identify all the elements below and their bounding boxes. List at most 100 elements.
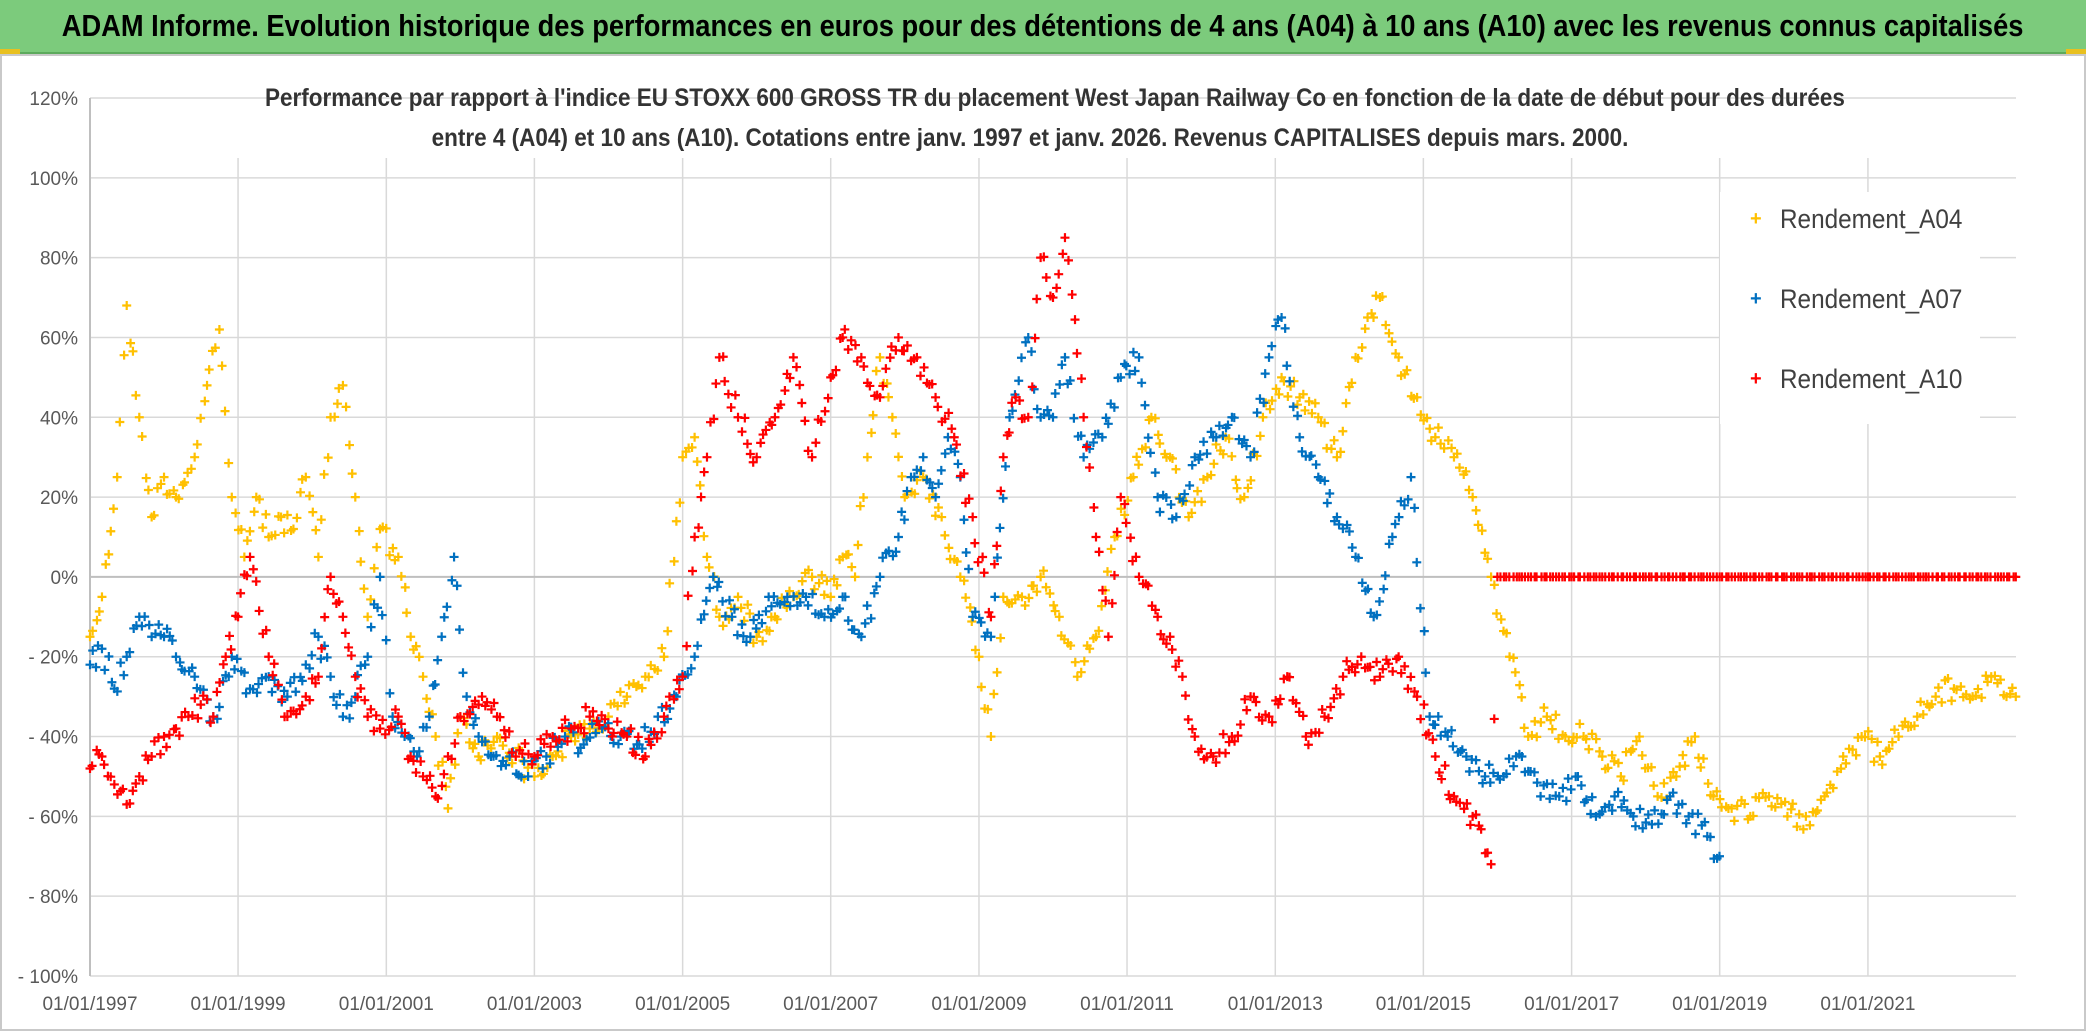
data-point-interp <box>859 361 869 371</box>
data-point-interp <box>998 493 1008 503</box>
data-point <box>1387 532 1397 542</box>
data-point-interp <box>1106 544 1116 554</box>
data-point-interp <box>295 487 305 497</box>
data-point-interp <box>1197 497 1207 507</box>
data-point-interp <box>1502 628 1512 638</box>
data-point-interp <box>1249 692 1259 702</box>
y-tick-label: - 60% <box>28 807 78 828</box>
data-point-interp <box>745 449 755 459</box>
data-point <box>1258 412 1268 422</box>
data-point-interp <box>220 406 230 416</box>
data-point-interp <box>366 704 376 714</box>
data-point-interp <box>940 414 950 424</box>
data-point-interp <box>202 694 212 704</box>
data-point-interp <box>1403 684 1413 694</box>
data-point-interp <box>885 353 895 363</box>
data-point <box>1005 412 1015 422</box>
data-point-interp <box>1353 353 1363 363</box>
data-point-interp <box>187 663 197 673</box>
data-point-interp <box>469 720 479 730</box>
data-point-interp <box>1249 447 1259 457</box>
data-point-interp <box>1041 273 1051 283</box>
data-point <box>1931 692 1941 702</box>
data-point-interp <box>1677 799 1687 809</box>
data-point <box>1116 372 1126 382</box>
data-point-interp <box>2005 689 2015 699</box>
data-point-interp <box>995 523 1005 533</box>
series-Rendement_A07 <box>85 313 1724 864</box>
data-point-interp <box>1546 715 1556 725</box>
data-point-interp <box>150 629 160 639</box>
data-point-interp <box>961 548 971 558</box>
data-point-interp <box>422 694 432 704</box>
data-point-interp <box>1069 413 1079 423</box>
data-point-interp <box>1374 596 1384 606</box>
data-point-interp <box>871 581 881 591</box>
x-tick-label: 01/01/2001 <box>339 994 434 1015</box>
data-point-interp <box>1131 552 1141 562</box>
data-point-interp <box>1329 435 1339 445</box>
data-point-interp <box>491 750 501 760</box>
data-point-interp <box>1307 408 1317 418</box>
data-point <box>560 732 570 742</box>
data-point-interp <box>411 641 421 651</box>
data-point-interp <box>305 695 315 705</box>
data-point-interp <box>507 758 517 768</box>
data-point-interp <box>776 400 786 410</box>
data-point-interp <box>1650 805 1660 815</box>
data-point-interp <box>761 425 771 435</box>
data-point-interp <box>1066 641 1076 651</box>
data-point-interp <box>1436 439 1446 449</box>
data-point <box>134 412 144 422</box>
data-point-interp <box>106 772 116 782</box>
data-point-interp <box>737 620 747 630</box>
data-point-interp <box>1626 746 1636 756</box>
data-point-interp <box>1860 732 1870 742</box>
data-point-interp <box>137 431 147 441</box>
data-point-interp <box>353 692 363 702</box>
data-point-interp <box>637 744 647 754</box>
data-point-interp <box>944 408 954 418</box>
data-point-interp <box>853 540 863 550</box>
data-point <box>350 492 360 502</box>
data-point-interp <box>672 675 682 685</box>
data-point-interp <box>538 763 548 773</box>
data-point-interp <box>307 674 317 684</box>
data-point-interp <box>927 483 937 493</box>
data-point-interp <box>1510 667 1520 677</box>
data-point-interp <box>248 564 258 574</box>
data-point-interp <box>279 686 289 696</box>
data-point-interp <box>990 592 1000 602</box>
data-point-interp <box>1480 548 1490 558</box>
data-point-interp <box>1143 433 1153 443</box>
data-point-interp <box>1015 395 1025 405</box>
data-point <box>1332 452 1342 462</box>
data-point-interp <box>657 702 667 712</box>
data-point-interp <box>1388 666 1398 676</box>
data-point <box>449 552 459 562</box>
data-point-interp <box>323 453 333 463</box>
data-point <box>1449 791 1459 801</box>
data-point-interp <box>809 584 819 594</box>
data-point-interp <box>1120 510 1130 520</box>
data-point-interp <box>143 485 153 495</box>
data-point-interp <box>106 526 116 536</box>
data-point-interp <box>1342 656 1352 666</box>
data-point <box>196 700 206 710</box>
data-point-interp <box>663 626 673 636</box>
data-point-interp <box>297 700 307 710</box>
data-point <box>1177 672 1187 682</box>
data-point-interp <box>1532 778 1542 788</box>
data-point-interp <box>1326 444 1336 454</box>
data-point-interp <box>1150 605 1160 615</box>
data-point-interp <box>369 563 379 573</box>
data-point <box>678 672 688 682</box>
data-point <box>1690 732 1700 742</box>
data-point-interp <box>1406 672 1416 682</box>
data-point-interp <box>1007 406 1017 416</box>
data-point-interp <box>1430 720 1440 730</box>
data-point-interp <box>871 366 881 376</box>
data-point-interp <box>978 552 988 562</box>
data-point-interp <box>319 469 329 479</box>
data-point-interp <box>1455 746 1465 756</box>
